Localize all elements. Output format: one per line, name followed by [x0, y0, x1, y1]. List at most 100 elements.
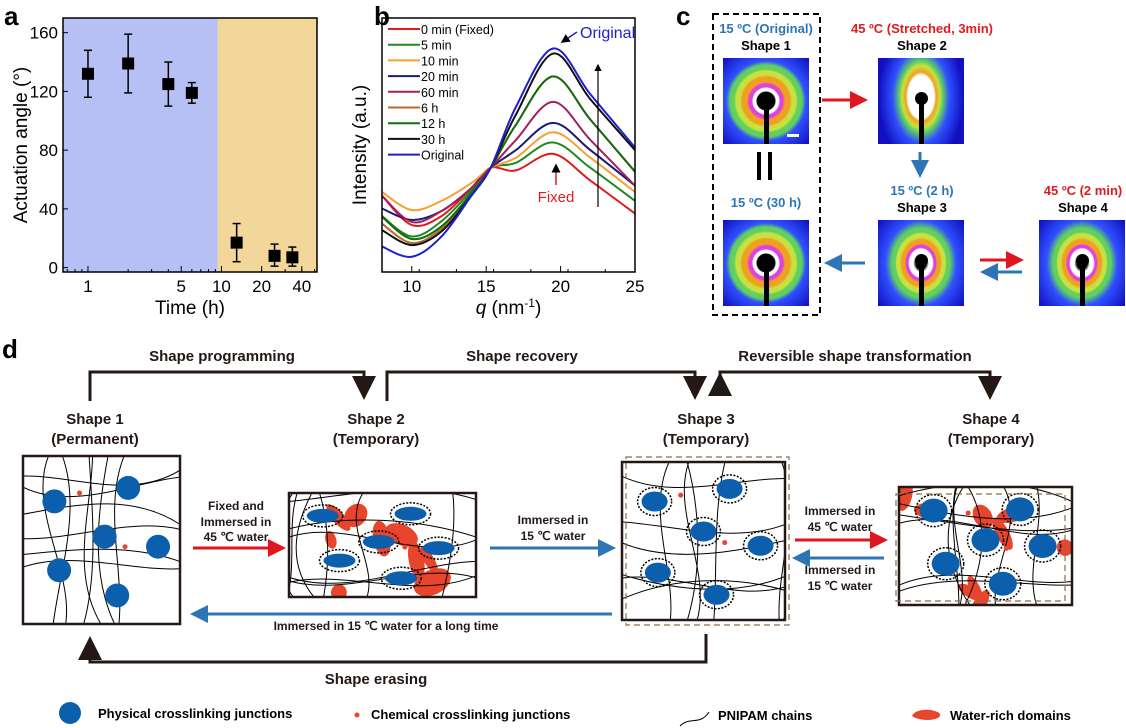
- shape2-network: [287, 491, 478, 599]
- saxs-shape4: [1039, 220, 1125, 306]
- legend-label: 10 min: [421, 54, 459, 68]
- pnipam-chain: [683, 462, 701, 620]
- collapsed-chain-shell: [966, 523, 1005, 557]
- pnipam-chain: [23, 548, 180, 563]
- box-frame: [897, 485, 1074, 607]
- collapsed-chain-shell: [636, 486, 673, 517]
- water-rich-domain: [957, 583, 985, 602]
- collapsed-chain-shell: [380, 566, 422, 591]
- arrow23-text-2: 15 ℃ water: [521, 529, 586, 543]
- pnipam-chain: [23, 503, 180, 526]
- data-point: [268, 249, 281, 262]
- shape2-label: Shape 2: [897, 38, 947, 53]
- network-inner: [289, 493, 476, 597]
- arrow23-text-1: Immersed in: [518, 513, 589, 527]
- physical-crosslink: [931, 551, 960, 576]
- physical-crosslink: [42, 489, 67, 514]
- water-rich-domain: [413, 568, 451, 597]
- pnipam-chain: [289, 575, 476, 587]
- shape4-temp-label: 45 ºC (2 min): [1044, 183, 1122, 198]
- pnipam-chain: [23, 469, 180, 486]
- pnipam-chain: [52, 456, 71, 624]
- legend-label: 0 min (Fixed): [421, 23, 494, 37]
- saxs-shape2: [878, 58, 964, 144]
- shape1-label: Shape 1: [741, 38, 791, 53]
- chemical-crosslink: [965, 510, 971, 516]
- saxs-shape1-30h: [723, 220, 809, 306]
- physical-crosslink: [146, 534, 171, 559]
- network-inner: [23, 456, 180, 624]
- chemical-crosslink: [722, 540, 728, 546]
- y-axis-label: Intensity (a.u.): [350, 85, 371, 205]
- reversible-transformation-label: Reversible shape transformation: [738, 348, 971, 365]
- x-tick-label: 20: [551, 277, 570, 296]
- pnipam-chain: [899, 487, 1072, 503]
- pnipam-chain: [23, 560, 180, 570]
- physical-crosslink: [1028, 534, 1057, 558]
- collapsed-chain-shell: [318, 548, 361, 573]
- erasing-bracket: [78, 634, 708, 664]
- collapsed-chain-shell: [926, 546, 965, 581]
- pnipam-chain: [23, 476, 180, 498]
- d-shape2-label: Shape 2: [347, 411, 405, 428]
- physical-crosslink: [988, 571, 1017, 596]
- pnipam-chain: [289, 493, 298, 592]
- pnipam-chain: [899, 503, 1072, 520]
- x-tick-label: 40: [292, 277, 311, 296]
- physical-crosslink: [747, 535, 774, 556]
- background-region-1: [217, 18, 317, 272]
- collapsed-chain-shell: [711, 474, 748, 504]
- physical-crosslink: [641, 491, 668, 512]
- chemical-crosslink: [357, 511, 363, 517]
- pnipam-chain: [355, 493, 370, 597]
- arrow12-text-3: 45 ℃ water: [204, 530, 269, 544]
- collapsed-chain-shell: [698, 579, 735, 610]
- recovery-bracket: [385, 370, 707, 401]
- physical-crosslink: [323, 553, 356, 568]
- legend-water-icon: [912, 709, 941, 720]
- panel-label-b: b: [374, 1, 390, 31]
- collapsed-chain-shell: [1001, 492, 1039, 527]
- legend-label: 20 min: [421, 70, 459, 84]
- pnipam-chain: [622, 576, 785, 592]
- physical-crosslink: [362, 534, 395, 549]
- collapsed-chain-shell: [742, 530, 779, 561]
- x-tick-label: 15: [477, 277, 496, 296]
- shape-programming-label: Shape programming: [149, 348, 295, 365]
- arrow34-text-2: 45 ℃ water: [808, 520, 873, 534]
- plot-frame: [62, 17, 318, 273]
- d-shape2-type: (Temporary): [333, 431, 419, 448]
- collapsed-chain-shell: [984, 567, 1022, 601]
- box-frame: [287, 491, 478, 599]
- shape4-network: [895, 485, 1074, 607]
- chart-a: 0 40 80 120 160 1 5 10 20 40 Time (h) Actuation ang…: [11, 17, 318, 319]
- arrow12-text-2: Immersed in: [201, 515, 272, 529]
- legend-label: 5 min: [421, 39, 452, 53]
- legend-physical-icon: [59, 702, 81, 724]
- chemical-crosslink: [402, 544, 408, 550]
- legend-physical-label: Physical crosslinking junctions: [98, 706, 292, 721]
- physical-crosslink: [703, 584, 730, 605]
- pnipam-chain: [289, 572, 476, 586]
- physical-crosslink: [116, 475, 141, 500]
- pnipam-chain: [952, 487, 960, 605]
- data-point: [81, 67, 94, 80]
- x-tick-label: 25: [626, 277, 645, 296]
- legend-water-label: Water-rich domains: [950, 708, 1071, 723]
- collapsed-chain-shell: [914, 493, 953, 528]
- plot-frame: [381, 17, 636, 273]
- legend-label: 6 h: [421, 102, 438, 116]
- pnipam-chain: [83, 456, 102, 624]
- shape-recovery-label: Shape recovery: [466, 348, 578, 365]
- arrow12-text-1: Fixed and: [208, 499, 264, 513]
- y-tick-label: 0: [49, 259, 58, 278]
- physical-crosslink: [306, 508, 339, 523]
- chemical-crosslink: [1003, 545, 1009, 551]
- chemical-crosslink: [77, 490, 83, 496]
- data-point: [122, 57, 135, 70]
- collapsed-chain-shell: [685, 516, 722, 547]
- network-inner: [622, 462, 785, 620]
- x-tick-label: 10: [212, 277, 231, 296]
- collapsed-chain-shell: [358, 530, 400, 554]
